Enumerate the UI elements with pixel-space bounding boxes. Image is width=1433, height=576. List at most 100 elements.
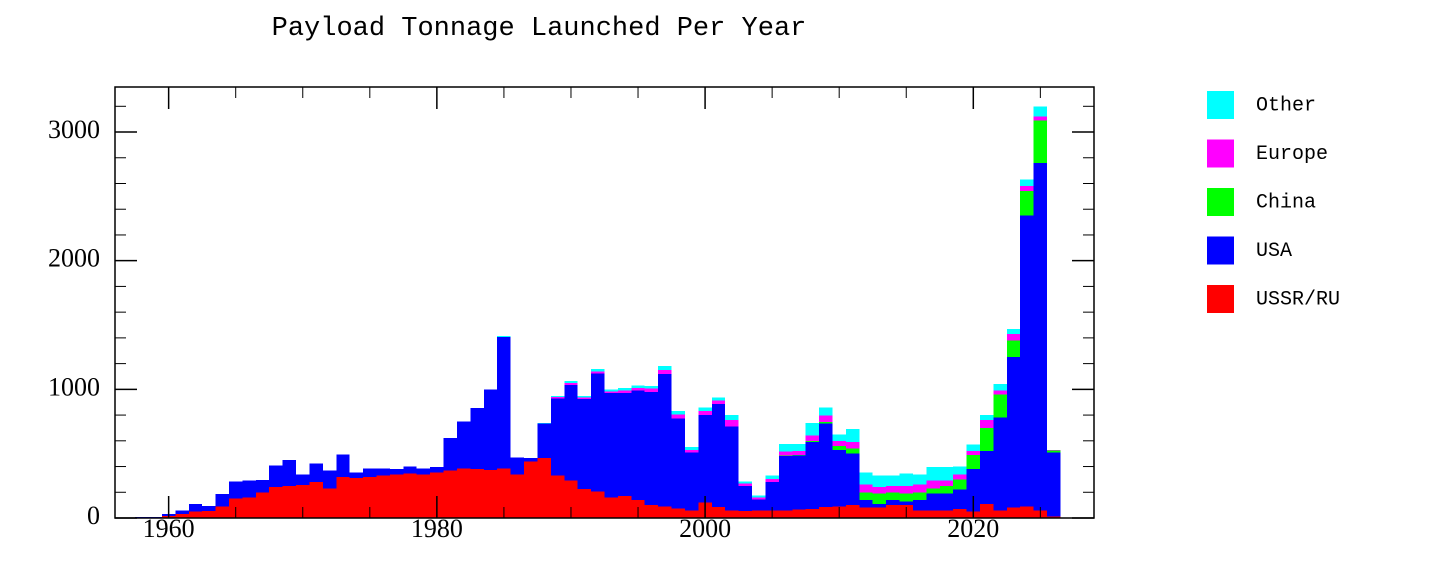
bar-segment [966,469,981,512]
bar-segment [617,496,632,518]
bar-segment [175,514,189,518]
x-tick-label: 2020 [947,514,999,543]
bar-segment [550,395,565,398]
bar-segment [497,335,511,338]
bar-segment [363,468,377,477]
bar-segment [1006,334,1021,341]
bar-segment [537,422,551,424]
bar-segment [859,499,873,508]
bar-segment [416,474,431,518]
bar-segment [309,463,323,482]
bar-segment [845,453,860,506]
bar-segment [899,493,913,502]
bar-segment [684,447,699,450]
bar-segment [966,454,981,470]
bar-segment [349,478,364,518]
bar-segment [859,492,873,500]
bar-segment [819,407,833,416]
bar-segment [591,371,605,374]
bar-segment [993,417,1007,511]
legend-swatch [1207,236,1234,265]
bar-segment [483,469,498,518]
bar-segment [228,481,243,499]
bar-segment [617,388,632,391]
bar-segment [684,510,699,518]
bar-segment [966,451,981,455]
x-tick-label: 1960 [143,514,195,543]
bar-segment [1006,340,1021,358]
bar-segment [188,503,203,512]
bar-segment [269,487,283,518]
bar-segment [1047,452,1061,517]
bar-segment [752,497,766,500]
bar-segment [376,475,390,518]
bar-segment [537,458,551,518]
bar-segment [684,449,699,453]
bar-segment [604,497,618,518]
bar-segment [845,442,860,449]
bar-segment [872,507,887,518]
bar-segment [1047,450,1061,453]
bar-segment [872,487,887,494]
y-tick-label: 2000 [48,244,100,273]
bar-segment [993,394,1007,418]
bar-segment [953,474,967,480]
bar-segment [939,480,954,486]
bar-segment [255,492,270,518]
bar-segment [550,397,565,399]
bar-segment [819,507,833,518]
bar-segment [644,388,659,392]
bar-segment [792,454,806,456]
bar-segment [792,451,806,455]
bar-segment [778,455,793,457]
bar-segment [658,366,672,371]
bar-segment [591,368,605,372]
bar-segment [899,485,913,494]
bar-segment [738,510,753,518]
bar-segment [738,483,753,486]
legend-swatch [1207,91,1234,119]
bar-segment [1006,328,1021,335]
bar-segment [738,485,753,511]
legend-label: USSR/RU [1256,288,1340,311]
bar-segment [966,444,981,452]
bar-segment [389,469,404,475]
bar-segment [336,476,350,518]
bar-segment [483,389,498,470]
bar-segment [832,445,846,450]
bar-segment [805,508,820,518]
bar-segment [1006,357,1021,508]
bar-segment [322,488,337,518]
bar-segment [510,457,525,475]
bar-segment [832,434,846,441]
bar-segment [872,503,887,508]
bar-segment [765,478,779,482]
bar-segment [403,473,417,518]
bar-segment [738,481,753,484]
bar-segment [859,507,873,518]
bar-segment [296,474,310,486]
bar-segment [376,468,390,476]
bar-segment [805,442,820,509]
bar-segment [711,404,726,508]
bar-segment [1020,191,1034,216]
bar-segment [711,400,726,405]
bar-segment [591,373,605,492]
y-tick-label: 1000 [48,372,100,401]
bar-segment [443,470,457,518]
bar-segment [644,391,659,506]
bar-segment [497,337,511,469]
plot-frame [114,86,1095,519]
bar-segment [725,420,739,427]
bar-segment [617,393,632,497]
bar-segment [939,467,954,481]
bar-segment [215,506,229,518]
bar-segment [604,389,618,392]
bar-segment [658,373,672,507]
bar-segment [778,456,793,511]
bar-segment [550,398,565,476]
bar-segment [886,499,900,506]
bar-segment [953,489,967,509]
bar-segment [926,488,940,494]
